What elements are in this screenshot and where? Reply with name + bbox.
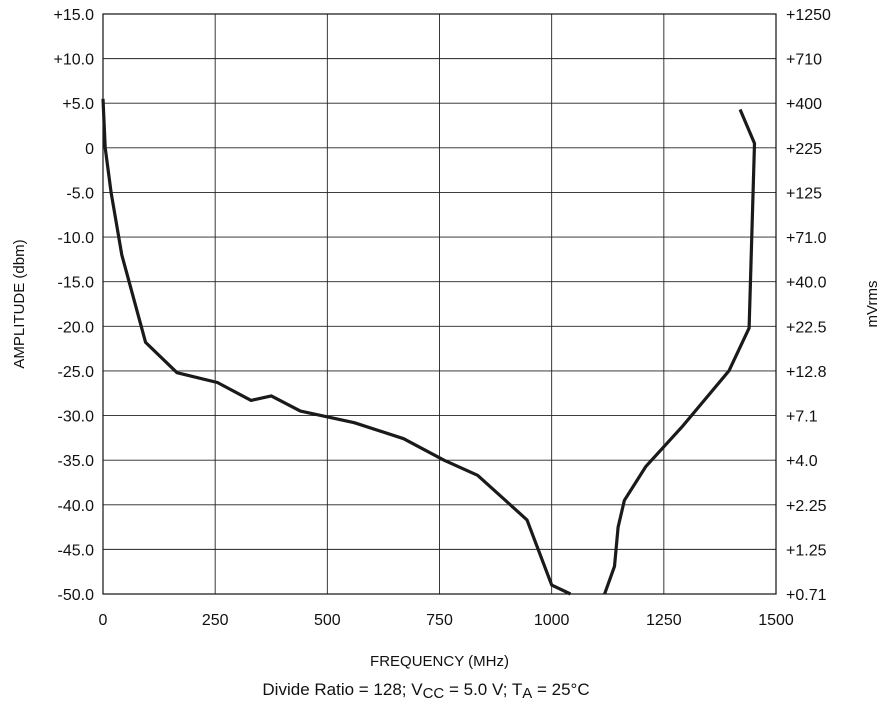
y-axis-label: AMPLITUDE (dbm) bbox=[11, 239, 28, 368]
series-line-segment bbox=[603, 108, 757, 595]
x-tick-labels: 0 250 500 750 1000 1250 1500 bbox=[99, 612, 794, 629]
x-tick-label: 1250 bbox=[646, 612, 682, 629]
y-tick-labels: +15.0 +10.0 +5.0 0 -5.0 -10.0 -15.0 -20.0 -25.0 -… bbox=[54, 7, 95, 604]
y2-tick-label: +7.1 bbox=[786, 409, 818, 426]
y-tick-label: -25.0 bbox=[58, 364, 95, 381]
y2-tick-label: +40.0 bbox=[786, 275, 827, 292]
y-tick-label: -15.0 bbox=[58, 275, 95, 292]
caption-prefix: Divide Ratio = 128; V bbox=[262, 680, 423, 699]
y2-tick-label: +71.0 bbox=[786, 230, 827, 247]
y2-tick-label: +12.8 bbox=[786, 364, 827, 381]
y-tick-label: +5.0 bbox=[62, 96, 94, 113]
y-tick-label: -40.0 bbox=[58, 498, 95, 515]
data-series bbox=[101, 98, 757, 596]
frequency-response-chart: 0 250 500 750 1000 1250 1500 +15.0+10.0+5.00-5… bbox=[11, 7, 881, 670]
y2-tick-label: +0.71 bbox=[786, 587, 827, 604]
plot-frame bbox=[102, 13, 777, 595]
y-tick-label: +10.0 bbox=[54, 52, 95, 69]
x-tick-label: 500 bbox=[314, 612, 341, 629]
y2-tick-label: +1250 bbox=[786, 7, 831, 24]
caption-middle: = 5.0 V; T bbox=[444, 680, 523, 699]
y2-tick-labels: +1250 +710 +400 +225 +125 +71.0 +40.0 +22.5 +12.… bbox=[786, 7, 831, 604]
y2-axis-label: mVrms bbox=[864, 281, 881, 328]
chart-caption: Divide Ratio = 128; VCC = 5.0 V; TA = 25… bbox=[0, 680, 852, 702]
y2-tick-label: +4.0 bbox=[786, 453, 818, 470]
caption-vcc-subscript: CC bbox=[422, 685, 445, 702]
caption-ta-subscript: A bbox=[522, 685, 533, 702]
x-tick-label: 0 bbox=[99, 612, 108, 629]
grid-lines bbox=[102, 13, 777, 595]
y2-tick-label: +2.25 bbox=[786, 498, 827, 515]
x-tick-label: 1500 bbox=[758, 612, 794, 629]
y-tick-label: -5.0 bbox=[66, 185, 94, 202]
y2-tick-label: +400 bbox=[786, 96, 822, 113]
y-tick-label: 0 bbox=[85, 141, 94, 158]
x-tick-label: 750 bbox=[426, 612, 453, 629]
y-tick-label: -50.0 bbox=[58, 587, 95, 604]
y2-tick-label: +1.25 bbox=[786, 542, 827, 559]
x-tick-label: 250 bbox=[202, 612, 229, 629]
y-tick-label: -45.0 bbox=[58, 542, 95, 559]
y-tick-label: +15.0 bbox=[54, 7, 95, 24]
y-tick-label: -10.0 bbox=[58, 230, 95, 247]
x-tick-label: 1000 bbox=[534, 612, 570, 629]
y-tick-label: -35.0 bbox=[58, 453, 95, 470]
y2-tick-label: +225 bbox=[786, 141, 822, 158]
caption-suffix: = 25°C bbox=[532, 680, 590, 699]
y2-tick-label: +125 bbox=[786, 185, 822, 202]
y2-tick-label: +22.5 bbox=[786, 319, 827, 336]
y-tick-label: -30.0 bbox=[58, 409, 95, 426]
y2-tick-label: +710 bbox=[786, 52, 822, 69]
x-axis-label: FREQUENCY (MHz) bbox=[370, 653, 509, 670]
y-tick-label: -20.0 bbox=[58, 319, 95, 336]
series-line-segment bbox=[101, 98, 572, 596]
